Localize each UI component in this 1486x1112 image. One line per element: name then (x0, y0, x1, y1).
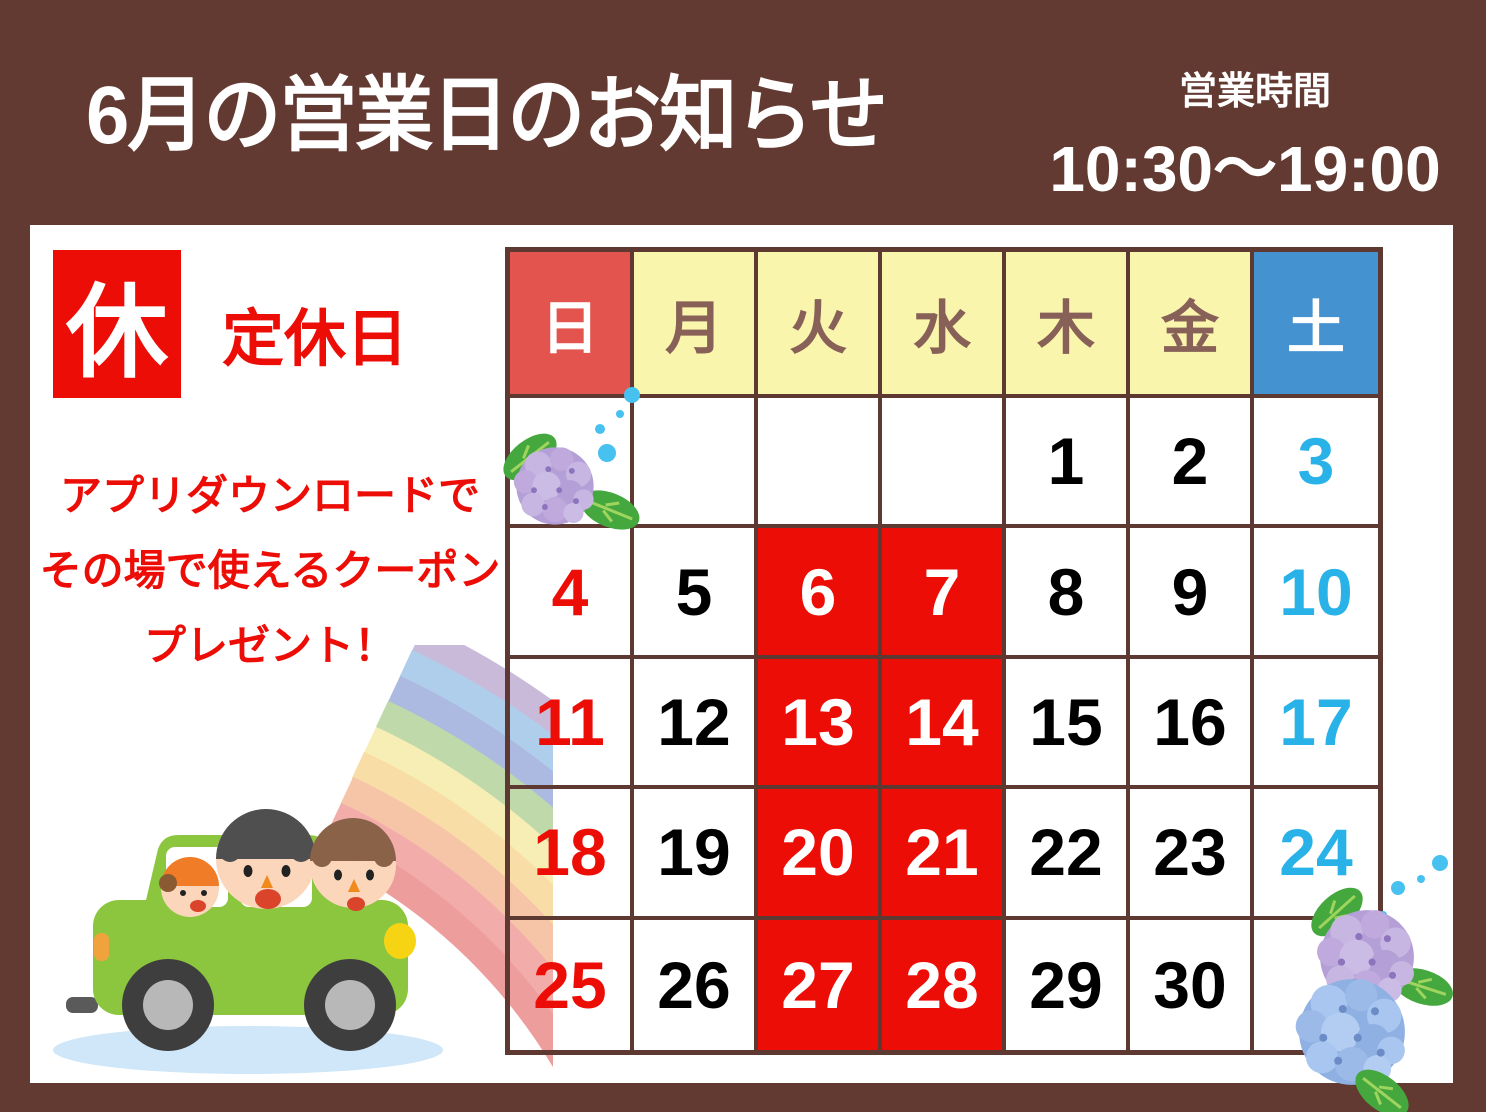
business-hours-value: 10:30〜19:00 (1049, 133, 1441, 205)
promo-line-1: アプリダウンロードで (59, 472, 480, 519)
calendar-day-14: 14 (882, 658, 1006, 790)
hydrangea-flower-top-icon (498, 387, 647, 539)
calendar-day-21: 21 (882, 789, 1006, 920)
weekday-header-week: 金 (1130, 252, 1254, 398)
calendar-day-30: 30 (1130, 919, 1254, 1050)
closed-day-label: 定休日 (222, 305, 409, 374)
calendar-day-2: 2 (1130, 398, 1254, 529)
calendar-day-9: 9 (1130, 528, 1254, 659)
weekday-header-sat: 土 (1254, 252, 1378, 398)
calendar-day-empty (758, 398, 882, 529)
calendar-day-27: 27 (758, 919, 882, 1050)
driver-icon (216, 809, 316, 909)
calendar-day-empty (510, 398, 634, 529)
calendar-day-3: 3 (1254, 398, 1378, 529)
calendar-day-18: 18 (510, 789, 634, 920)
june-calendar: 日月火水木金土 1 2 3 4 5 6 7 8 9 10 11 12 13 14 15 16 17 18 19 20 21… (505, 247, 1383, 1055)
calendar-day-8: 8 (1006, 528, 1130, 659)
calendar-day-28: 28 (882, 919, 1006, 1050)
calendar-day-7: 7 (882, 528, 1006, 659)
calendar-day-29: 29 (1006, 919, 1130, 1050)
calendar-day-10: 10 (1254, 528, 1378, 659)
hydrangea-flowers-bottom-icon (1295, 855, 1460, 1112)
closed-day-badge: 休 (53, 250, 181, 398)
calendar-day-13: 13 (758, 658, 882, 790)
page-title: 6月の営業日のお知らせ (86, 70, 888, 161)
promo-line-3: プレゼント！ (143, 622, 396, 669)
calendar-day-11: 11 (510, 658, 634, 790)
calendar-day-16: 16 (1130, 658, 1254, 790)
calendar-day-17: 17 (1254, 659, 1378, 790)
weekday-header-week: 木 (1006, 252, 1130, 398)
promo-line-2: その場で使えるクーポン (39, 547, 501, 594)
calendar-day-4: 4 (510, 528, 634, 659)
weekday-header-week: 月 (634, 252, 758, 398)
front-passenger-icon (310, 818, 396, 911)
business-hours-label: 営業時間 (1178, 71, 1331, 113)
calendar-day-6: 6 (758, 528, 882, 659)
calendar-day-15: 15 (1006, 658, 1130, 790)
water-bubbles-icon (1379, 855, 1448, 919)
calendar-day-22: 22 (1006, 789, 1130, 920)
calendar-day-26: 26 (634, 919, 758, 1050)
calendar-day-empty (634, 398, 758, 529)
calendar-day-empty (882, 398, 1006, 529)
calendar-day-19: 19 (634, 789, 758, 920)
app-coupon-promo-text: アプリダウンロードで その場で使えるクーポン プレゼント！ (22, 458, 518, 683)
water-bubbles-icon (595, 387, 640, 462)
weekday-header-week: 火 (758, 252, 882, 398)
calendar-day-20: 20 (758, 789, 882, 920)
weekday-header-sun: 日 (510, 252, 634, 398)
family-car-rainbow-illustration (53, 645, 553, 1074)
calendar-day-25: 25 (510, 919, 634, 1050)
car-icon (53, 809, 443, 1074)
calendar-day-1: 1 (1006, 398, 1130, 529)
calendar-day-23: 23 (1130, 789, 1254, 920)
front-wheel-icon (304, 959, 396, 1051)
weekday-header-week: 水 (882, 252, 1006, 398)
calendar-day-12: 12 (634, 658, 758, 790)
child-passenger-icon (159, 857, 219, 917)
calendar-day-5: 5 (634, 528, 758, 659)
rear-wheel-icon (122, 959, 214, 1051)
